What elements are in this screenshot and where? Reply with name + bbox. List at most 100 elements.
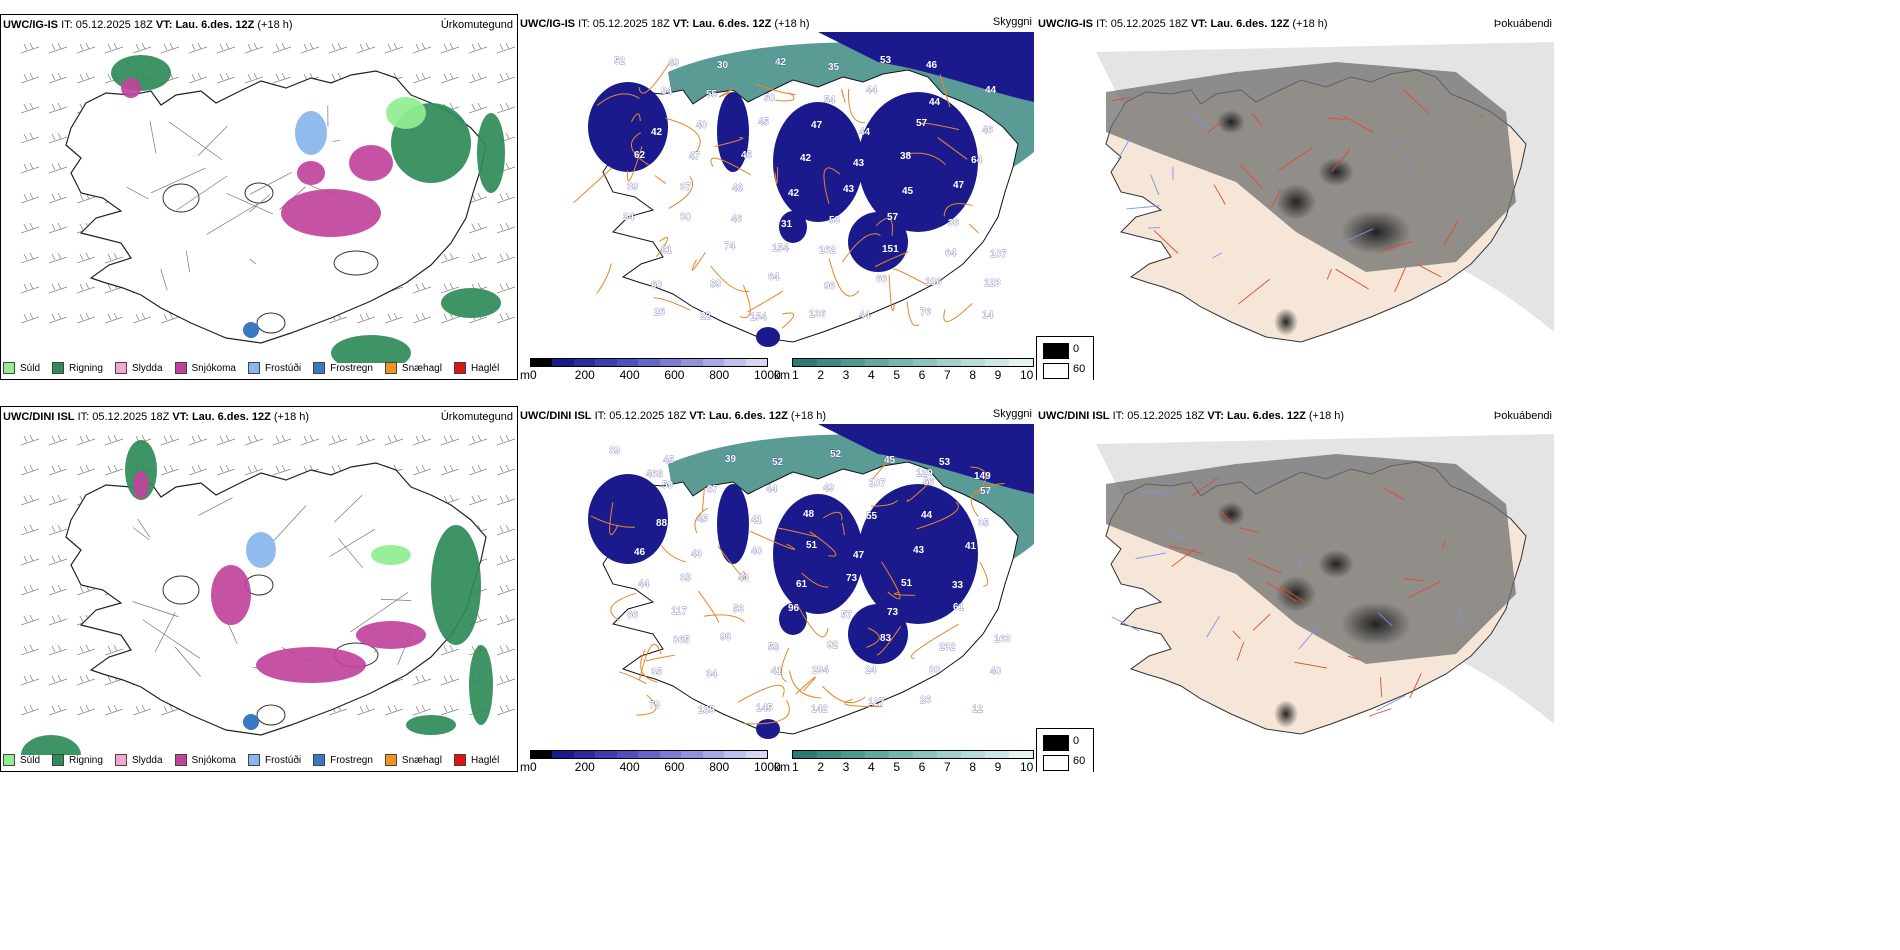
legend-swatch <box>454 754 466 766</box>
snow-depth-label: 26 <box>920 695 932 706</box>
colorbar-tick: 6 <box>919 760 926 772</box>
wind-barb <box>273 43 291 53</box>
snow-depth-label: 468 <box>646 469 663 480</box>
snow-depth-label: 61 <box>796 579 808 590</box>
snow-depth-label: 93 <box>720 632 732 643</box>
fog-legend: 0 60 <box>1036 336 1094 380</box>
colorbar-strip <box>792 358 1034 367</box>
panel-title: Úrkomutegund <box>437 409 513 425</box>
colorbar-segment <box>531 751 552 758</box>
wind-barb <box>49 223 67 233</box>
wind-barb <box>189 43 207 53</box>
snow-depth-label: 39 <box>627 182 639 193</box>
wind-barb <box>497 73 515 83</box>
colorbar-segment <box>681 359 702 366</box>
wind-barb <box>469 73 487 83</box>
wind-barb <box>21 133 39 143</box>
snow-depth-label: 44 <box>866 85 878 96</box>
colorbar-segment <box>937 751 961 758</box>
legend-swatch <box>248 754 260 766</box>
model-name: UWC/IG-IS <box>3 19 58 31</box>
snow-depth-label: 45 <box>697 514 709 525</box>
model-name: UWC/IG-IS <box>1038 18 1093 30</box>
wind-barb <box>49 525 67 535</box>
wind-barb <box>21 313 39 323</box>
snow-depth-label: 73 <box>887 607 899 618</box>
snow-depth-label: 73 <box>846 573 858 584</box>
snow-depth-label: 66 <box>876 274 888 285</box>
precip-area-frostregn <box>243 322 259 338</box>
snow-depth-label: 55 <box>706 89 718 100</box>
wind-barb <box>217 43 235 53</box>
cloud-panel-2: UWC/DINI ISL IT: 05.12.2025 18Z VT: Lau.… <box>1036 406 1556 772</box>
snow-depth-colorbar: m 0 200 400 600 800 1000 <box>520 358 768 380</box>
snow-depth-label: 49 <box>823 483 835 494</box>
black-swatch <box>1043 735 1069 751</box>
vt-value: Lau. 6.des. 12Z <box>1227 410 1306 422</box>
legend-swatch <box>52 754 64 766</box>
wind-barb <box>301 435 319 445</box>
wind-barb <box>217 435 235 445</box>
colorbar-unit: km <box>774 760 790 772</box>
snow-depth-label: 47 <box>953 180 965 191</box>
snow-depth-label: 87 <box>707 484 719 495</box>
wind-barb <box>133 43 151 53</box>
model-name: UWC/DINI ISL <box>3 411 75 423</box>
snow-depth-label: 48 <box>732 183 744 194</box>
it-label: IT: <box>61 19 73 31</box>
snow-depth-label: 79 <box>649 700 661 711</box>
legend-swatch <box>3 362 15 374</box>
snow-depth-label: 36 <box>948 218 960 229</box>
wind-barb <box>469 43 487 53</box>
legend-item: Súld <box>3 754 40 766</box>
colorbar-segment <box>961 359 985 366</box>
wind-barb <box>497 465 515 475</box>
precip-area-rigning <box>431 525 481 645</box>
wind-barb <box>49 283 67 293</box>
visibility-colorbar: km 1 2 3 4 5 6 7 8 9 10 <box>774 358 1034 380</box>
snow-depth-label: 44 <box>638 579 650 590</box>
precip-panel-1: UWC/IG-IS IT: 05.12.2025 18Z VT: Lau. 6.… <box>0 14 518 380</box>
colorbar-segment <box>889 359 913 366</box>
wind-barb <box>385 313 403 323</box>
dense-fog-area <box>1318 550 1354 578</box>
legend-label: Snjókoma <box>192 363 236 374</box>
snow-depth-label: 62 <box>634 150 646 161</box>
vt-label: VT: <box>673 18 690 30</box>
colorbar-segment <box>817 751 841 758</box>
precip-area-súld <box>371 545 411 565</box>
colorbar-segment <box>638 751 659 758</box>
legend-item: Frostregn <box>313 362 373 374</box>
model-name: UWC/DINI ISL <box>1038 410 1110 422</box>
colorbar-tick: 10 <box>1020 368 1033 380</box>
legend-item: Frostúði <box>248 754 301 766</box>
snow-depth-label: 45 <box>884 455 896 466</box>
legend-label: Rigning <box>69 363 103 374</box>
precip-map <box>1 425 517 755</box>
snow-depth-label: 127 <box>868 697 885 708</box>
snow-depth-label: 45 <box>902 186 914 197</box>
wind-barb <box>217 465 235 475</box>
wind-barb <box>161 435 179 445</box>
colorbar-tick: 5 <box>893 760 900 772</box>
vt-label: VT: <box>689 410 706 422</box>
colorbar-segment <box>1009 751 1033 758</box>
colorbar-segment <box>574 359 595 366</box>
wind-barb <box>189 73 207 83</box>
colorbar-segment <box>595 751 616 758</box>
snow-depth-label: 40 <box>751 546 763 557</box>
panel-header: UWC/IG-IS IT: 05.12.2025 18Z VT: Lau. 6.… <box>520 16 1034 32</box>
colorbar-segment <box>985 751 1009 758</box>
legend-label: Frostúði <box>265 755 301 766</box>
snow-depth-label: 92 <box>827 640 839 651</box>
colorbar-tick: 3 <box>843 760 850 772</box>
colorbar-tick: 7 <box>944 368 951 380</box>
snow-depth-label: 35 <box>828 62 840 73</box>
wind-barb <box>441 73 459 83</box>
coastline <box>66 463 486 735</box>
colorbar-segment <box>937 359 961 366</box>
panel-header: UWC/DINI ISL IT: 05.12.2025 18Z VT: Lau.… <box>520 408 1034 424</box>
colorbar-segment <box>841 359 865 366</box>
colorbar-tick: 6 <box>919 368 926 380</box>
wind-barb <box>497 705 515 715</box>
